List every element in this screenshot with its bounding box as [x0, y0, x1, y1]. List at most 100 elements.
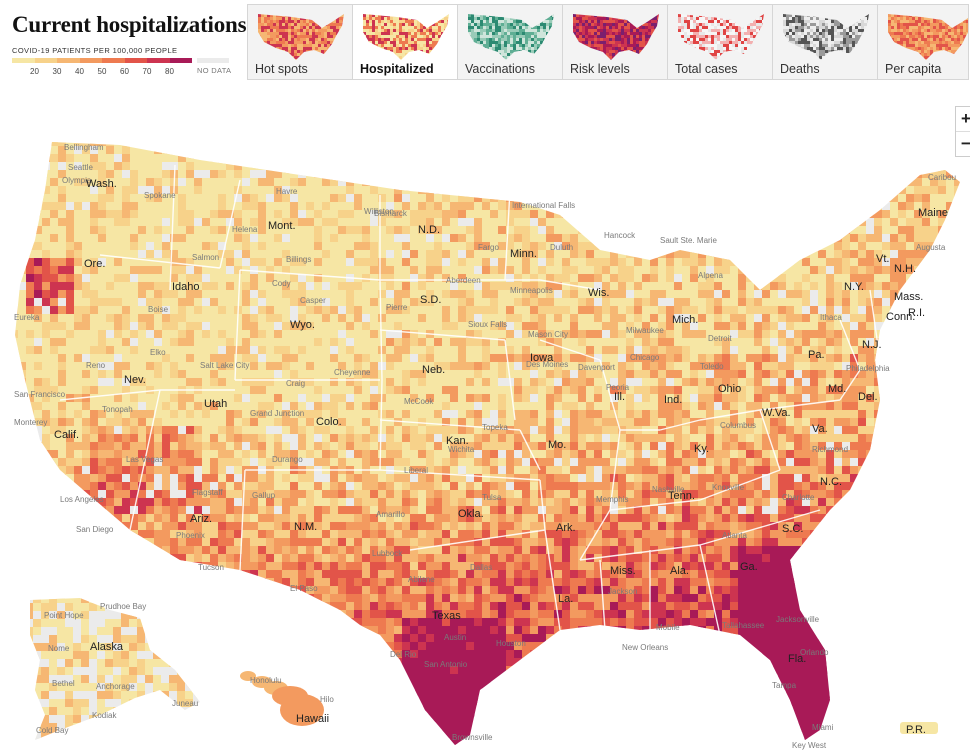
state-label: Iowa [530, 352, 554, 364]
tab-vaccinations[interactable]: Vaccinations [458, 5, 563, 79]
city-label: Lubbock [372, 549, 403, 558]
tab-total-cases[interactable]: Total cases [668, 5, 773, 79]
city-label: Bellingham [64, 143, 104, 152]
tab-thumbnail-map [888, 14, 968, 60]
tab-label: Deaths [780, 62, 820, 76]
state-label: Utah [204, 398, 227, 410]
state-label: N.Y. [844, 281, 864, 293]
state-label: Miss. [610, 565, 636, 577]
city-label: Seattle [68, 163, 93, 172]
city-label: Helena [232, 225, 258, 234]
city-label: Richmond [812, 445, 848, 454]
state-label: Mich. [672, 314, 698, 326]
state-label: Nev. [124, 374, 146, 386]
legend-swatch-6 [147, 58, 170, 63]
city-label: Houston [496, 639, 526, 648]
city-label: Ithaca [820, 313, 842, 322]
city-label: Craig [286, 379, 305, 388]
legend-tick: 50 [97, 67, 107, 76]
state-label: Ark. [556, 522, 576, 534]
tab-risk-levels[interactable]: Risk levels [563, 5, 668, 79]
state-label: Neb. [422, 364, 445, 376]
city-label: Point Hope [44, 611, 84, 620]
tab-hospitalized[interactable]: Hospitalized [353, 5, 458, 79]
city-label: Mason City [528, 330, 568, 339]
legend-swatch-2 [57, 58, 80, 63]
city-label: Los Angeles [60, 495, 104, 504]
city-label: Tampa [772, 681, 797, 690]
city-label: McCook [404, 397, 434, 406]
city-label: Des Moines [526, 360, 568, 369]
legend-no-data-swatch [197, 58, 229, 63]
city-label: Duluth [550, 243, 573, 252]
city-label: Bismarck [374, 209, 408, 218]
state-label: Wash. [86, 178, 117, 190]
tab-label: Total cases [675, 62, 738, 76]
tab-hot-spots[interactable]: Hot spots [248, 5, 353, 79]
city-label: Bethel [52, 679, 75, 688]
state-label: S.D. [420, 294, 441, 306]
legend-swatch-7 [169, 58, 192, 63]
tab-label: Hospitalized [360, 62, 434, 76]
state-label: N.C. [820, 476, 842, 488]
state-label: Minn. [510, 248, 537, 260]
city-label: Sault Ste. Marie [660, 236, 717, 245]
legend-tick: 70 [142, 67, 152, 76]
city-label: Philadelphia [846, 364, 890, 373]
city-label: Boise [148, 305, 169, 314]
city-label: Del Rio [390, 650, 417, 659]
city-label: Cold Bay [36, 726, 68, 735]
tab-deaths[interactable]: Deaths [773, 5, 878, 79]
city-label: Olympia [62, 176, 92, 185]
city-label: International Falls [512, 201, 575, 210]
city-label: Eureka [14, 313, 40, 322]
state-label: Va. [812, 423, 828, 435]
tab-per-capita[interactable]: Per capita [878, 5, 968, 79]
city-label: Casper [300, 296, 326, 305]
tab-thumbnail-map [783, 14, 869, 60]
city-label: Columbus [720, 421, 756, 430]
state-label: R.I. [908, 307, 925, 319]
city-label: Chicago [630, 353, 660, 362]
city-label: Phoenix [176, 531, 205, 540]
city-label: San Francisco [14, 390, 66, 399]
state-label: Conn. [886, 311, 915, 323]
state-label: Maine [918, 207, 948, 219]
zoom-out-button[interactable]: − [961, 134, 970, 153]
city-label: Jackson [608, 587, 637, 596]
state-label: Ill. [614, 391, 625, 403]
city-label: Pierre [386, 303, 408, 312]
tab-label: Vaccinations [465, 62, 535, 76]
state-label: Mass. [894, 291, 923, 303]
state-label: Pa. [808, 349, 825, 361]
city-label: Kodiak [92, 711, 117, 720]
state-label: Ind. [664, 394, 682, 406]
city-label: Grand Junction [250, 409, 304, 418]
city-label: Tulsa [482, 493, 502, 502]
legend-tick: 20 [30, 67, 39, 76]
city-label: Tallahassee [722, 621, 765, 630]
state-label: Hawaii [296, 713, 329, 725]
tab-thumbnail-map [573, 14, 659, 60]
city-label: Mobile [656, 623, 680, 632]
legend-tick: 30 [52, 67, 62, 76]
city-label: Nashville [652, 485, 685, 494]
city-label: El Paso [290, 584, 318, 593]
state-label: Mo. [548, 439, 566, 451]
city-label: San Diego [76, 525, 114, 534]
state-label: Tenn. [668, 490, 695, 502]
city-label: Reno [86, 361, 106, 370]
us-hospitalization-map[interactable]: Bellingham Olympia Seattle Spokane Havre Will… [0, 90, 970, 756]
city-label: Peoria [606, 383, 630, 392]
city-label: San Antonio [424, 660, 468, 669]
city-label: Wichita [448, 445, 475, 454]
state-label: Ore. [84, 258, 105, 270]
state-label: N.H. [894, 263, 916, 275]
city-label: Detroit [708, 334, 732, 343]
city-label: Salt Lake City [200, 361, 249, 370]
state-label: S.C. [782, 523, 803, 535]
city-label: Alpena [698, 271, 723, 280]
city-label: Nome [48, 644, 70, 653]
zoom-in-button[interactable]: + [956, 107, 970, 132]
state-label: Ariz. [190, 513, 212, 525]
